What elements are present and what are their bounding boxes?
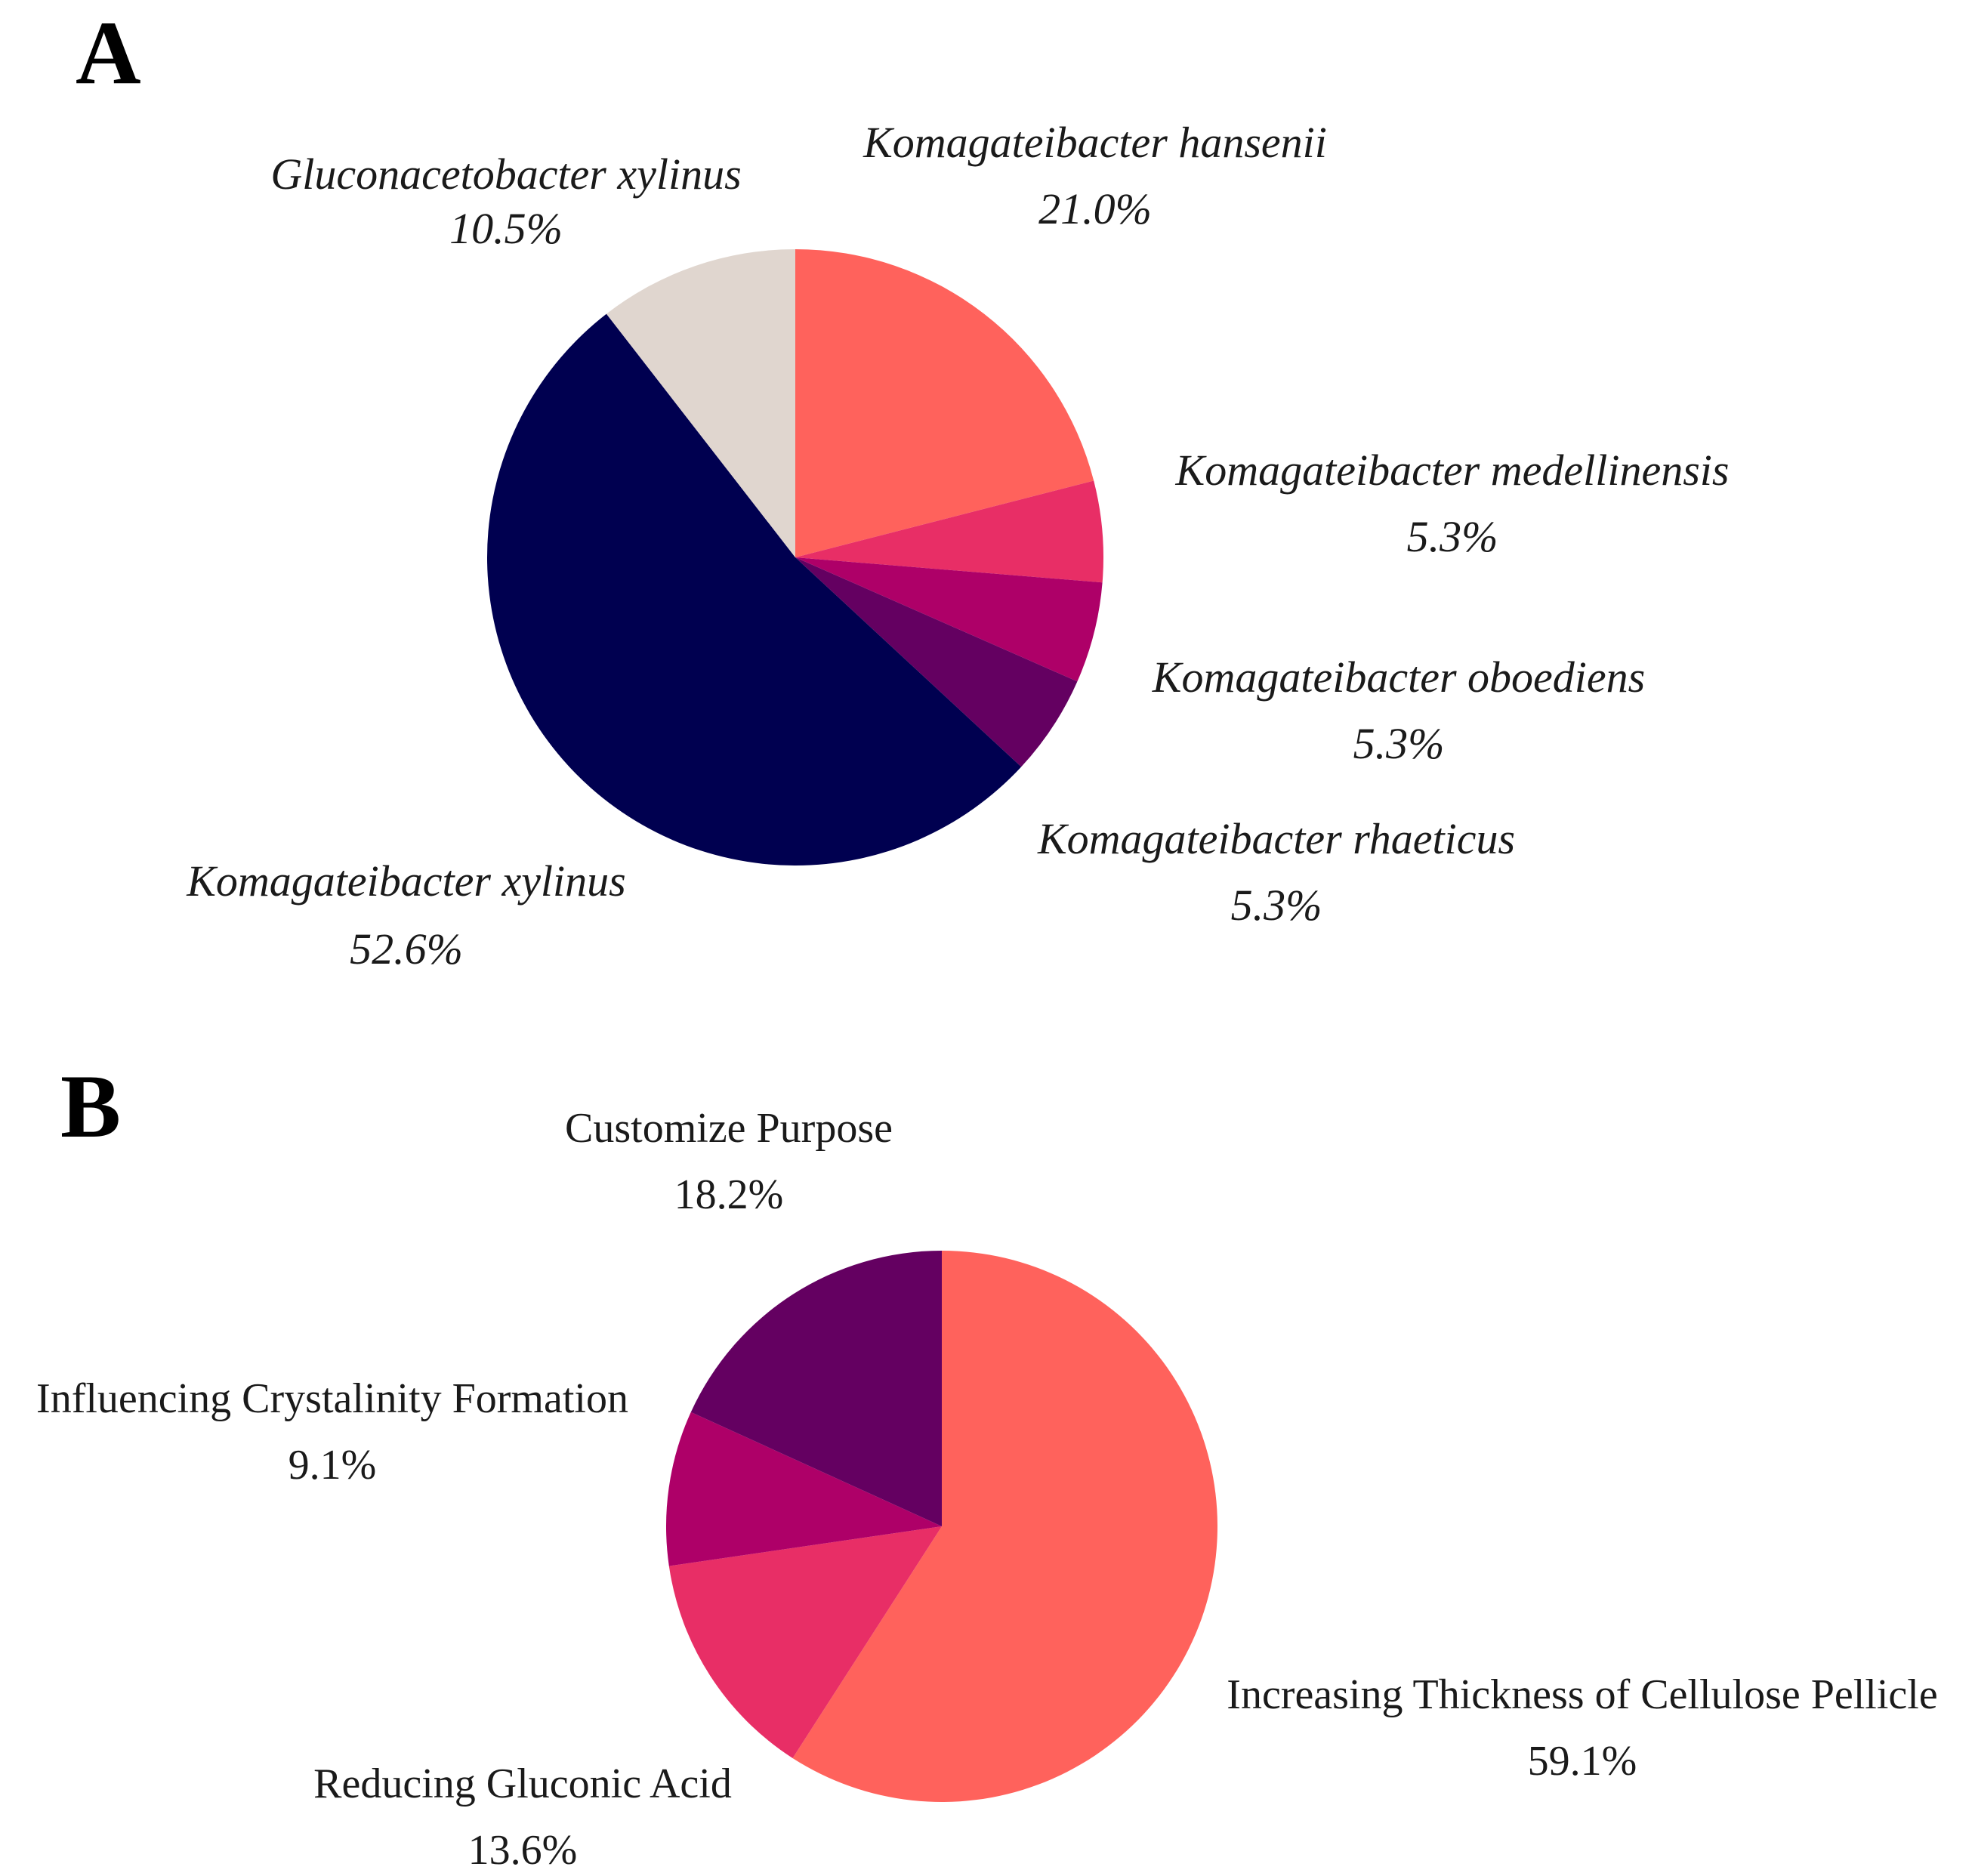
pie-a-label-1: Komagateibacter medellinensis — [1175, 446, 1730, 495]
pie-a-slice-5 — [606, 249, 795, 557]
pie-b-slice-0 — [792, 1251, 1217, 1802]
pie-b-slice-2 — [666, 1412, 942, 1566]
pie-b-label-3: Customize Purpose — [565, 1105, 893, 1152]
pie-b-pct-2: 9.1% — [289, 1442, 377, 1489]
pie-b-pct-0: 59.1% — [1528, 1738, 1637, 1785]
panel-a: A Komagateibacter hansenii 21.0% Komagat… — [76, 2, 1729, 973]
pie-a-label-4: Komagateibacter xylinus — [186, 856, 626, 906]
pie-a-label-2: Komagateibacter oboediens — [1152, 653, 1645, 702]
pie-a-slice-0 — [795, 249, 1094, 557]
pie-a-pct-5: 10.5% — [449, 204, 563, 253]
pie-b-pct-1: 13.6% — [468, 1827, 578, 1874]
pie-a-slice-1 — [795, 480, 1103, 583]
panel-b-letter: B — [60, 1056, 121, 1156]
pie-b-slice-3 — [690, 1251, 942, 1526]
pie-a-slices — [487, 249, 1103, 865]
pie-b-label-0: Increasing Thickness of Cellulose Pellic… — [1227, 1671, 1937, 1718]
pie-a-slice-2 — [795, 557, 1103, 682]
pie-a-label-3: Komagateibacter rhaeticus — [1037, 814, 1515, 863]
pie-a-pct-3: 5.3% — [1231, 881, 1322, 930]
pie-b-pct-3: 18.2% — [674, 1171, 784, 1218]
pie-a-slice-3 — [795, 557, 1078, 767]
pie-a-label-5: Gluconacetobacter xylinus — [270, 150, 741, 199]
pie-a-pct-4: 52.6% — [350, 924, 463, 973]
pie-b-label-1: Reducing Gluconic Acid — [313, 1760, 732, 1807]
panel-a-letter: A — [76, 2, 141, 103]
pie-a-slice-4 — [487, 313, 1022, 865]
pie-a-pct-2: 5.3% — [1353, 719, 1445, 768]
pie-b-slices — [666, 1251, 1217, 1802]
pie-b-slice-1 — [668, 1526, 942, 1758]
panel-b: B Increasing Thickness of Cellulose Pell… — [36, 1056, 1938, 1874]
pie-a-pct-1: 5.3% — [1407, 512, 1498, 561]
pie-a-label-0: Komagateibacter hansenii — [863, 118, 1327, 167]
pie-b-label-2: Influencing Crystalinity Formation — [36, 1375, 628, 1422]
pie-a-pct-0: 21.0% — [1038, 184, 1152, 233]
